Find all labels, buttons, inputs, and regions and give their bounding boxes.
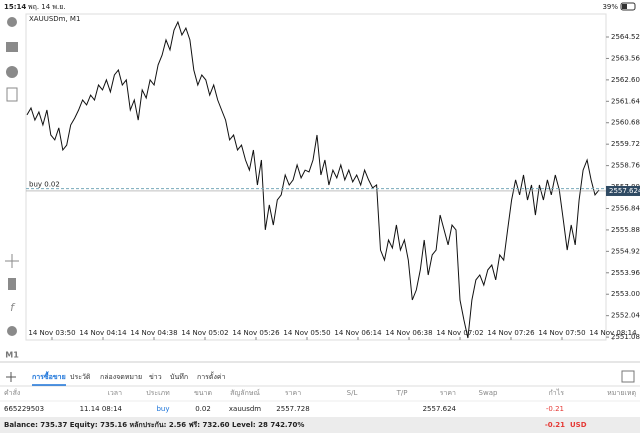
battery-level: [622, 4, 627, 9]
icon-candles[interactable]: [8, 278, 16, 290]
table-cell: 2557.728: [276, 405, 309, 413]
status-time: 15:14: [4, 3, 26, 11]
symbol-label: XAUUSDm, M1: [29, 15, 80, 23]
y-tick-label: 2552.040: [611, 312, 640, 320]
x-tick-label: 14 Nov 04:38: [130, 329, 177, 337]
column-header: ราคา: [440, 389, 456, 397]
battery: 39%: [602, 3, 618, 11]
column-header: สัญลักษณ์: [230, 389, 260, 397]
icon-objects[interactable]: [7, 326, 17, 336]
y-tick-label: 2564.520: [611, 33, 640, 41]
y-tick-label: 2562.600: [611, 76, 640, 84]
add-button[interactable]: [6, 372, 16, 382]
column-header: คำสั่ง: [4, 388, 20, 397]
battery-icon: [620, 2, 636, 11]
status-date: พฤ. 14 พ.ย.: [28, 3, 66, 11]
y-tick-label: 2555.880: [611, 226, 640, 234]
column-header: ขนาด: [194, 389, 212, 397]
total-profit: -0.21: [545, 421, 565, 429]
y-tick-label: 2551.080: [611, 333, 640, 341]
tab[interactable]: การซื้อขาย: [32, 370, 66, 381]
table-cell: buy: [156, 405, 169, 413]
column-header: เวลา: [107, 389, 122, 397]
current-price-label: 2557.624: [609, 187, 640, 195]
tab[interactable]: บันทึก: [170, 372, 188, 381]
table-cell: 0.02: [195, 405, 211, 413]
y-tick-label: 2558.760: [611, 162, 640, 170]
tab[interactable]: ประวัติ: [70, 373, 91, 381]
table-cell: 2557.624: [423, 405, 457, 413]
y-tick-label: 2553.960: [611, 269, 640, 277]
x-tick-label: 14 Nov 06:14: [334, 329, 382, 337]
tab[interactable]: กล่องจดหมาย: [100, 373, 142, 381]
column-header: หมายเหตุ: [607, 389, 636, 397]
account-summary: Balance: 735.37 Equity: 735.16 หลักประกั…: [4, 421, 304, 429]
column-header: Swap: [479, 389, 498, 397]
column-header: ประเภท: [146, 389, 170, 397]
column-header: S/L: [347, 389, 358, 397]
table-cell: -0.21: [546, 405, 564, 413]
tab[interactable]: การตั้งค่า: [197, 370, 226, 381]
x-tick-label: 14 Nov 07:26: [487, 329, 535, 337]
x-tick-label: 14 Nov 08:14: [589, 329, 637, 337]
price-line: [26, 20, 600, 339]
x-tick-label: 14 Nov 04:14: [79, 329, 127, 337]
y-tick-label: 2559.720: [611, 140, 640, 148]
summary-bar: [0, 417, 640, 433]
timeframe-button[interactable]: M1: [5, 351, 19, 360]
position-label: buy 0.02: [29, 181, 60, 189]
x-tick-label: 14 Nov 05:02: [181, 329, 228, 337]
x-tick-label: 14 Nov 07:02: [436, 329, 483, 337]
x-tick-label: 14 Nov 07:50: [538, 329, 585, 337]
y-tick-label: 2553.000: [611, 290, 640, 298]
icon-crosshair[interactable]: [5, 254, 19, 268]
column-header: T/P: [396, 389, 408, 397]
table-cell: xauusdm: [229, 405, 261, 413]
toolbar-icons: f: [5, 17, 19, 336]
icon-trade[interactable]: [6, 42, 18, 52]
chart-frame: [25, 13, 607, 341]
layout-button[interactable]: [621, 370, 635, 383]
table-cell: 665229503: [4, 405, 44, 413]
y-tick-label: 2554.920: [611, 247, 640, 255]
tab[interactable]: ข่าว: [149, 373, 162, 381]
icon-chat[interactable]: [6, 66, 18, 78]
x-tick-label: 14 Nov 06:38: [385, 329, 432, 337]
x-tick-label: 14 Nov 05:50: [283, 329, 330, 337]
icon-function[interactable]: f: [10, 301, 16, 314]
x-tick-label: 14 Nov 05:26: [232, 329, 280, 337]
y-tick-label: 2556.840: [611, 204, 640, 212]
x-tick-label: 14 Nov 03:50: [28, 329, 75, 337]
currency: USD: [570, 421, 587, 429]
column-header: ราคา: [285, 389, 301, 397]
current-price-box: [606, 185, 640, 196]
table-cell: 11.14 08:14: [80, 405, 123, 413]
icon-new[interactable]: [6, 87, 18, 102]
y-tick-label: 2560.680: [611, 119, 640, 127]
y-tick-label: 2561.640: [611, 97, 640, 105]
column-header: กำไร: [549, 388, 565, 397]
icon-account[interactable]: [7, 17, 17, 27]
y-tick-label: 2563.560: [611, 54, 640, 62]
